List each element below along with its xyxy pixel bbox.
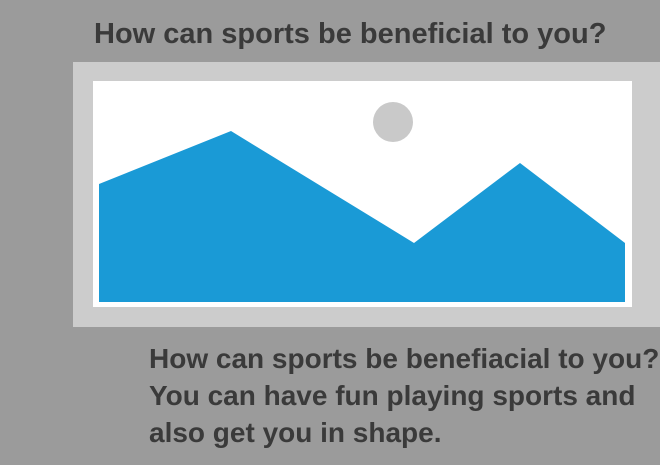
- mountain-shape: [99, 131, 625, 302]
- sun-shape: [373, 102, 413, 142]
- image-placeholder: [93, 81, 632, 307]
- image-placeholder-icon: [99, 102, 625, 302]
- image-placeholder-frame: [73, 62, 660, 327]
- page-title: How can sports be beneficial to you?: [94, 18, 607, 50]
- body-paragraph: How can sports be benefiacial to you? Yo…: [149, 343, 660, 448]
